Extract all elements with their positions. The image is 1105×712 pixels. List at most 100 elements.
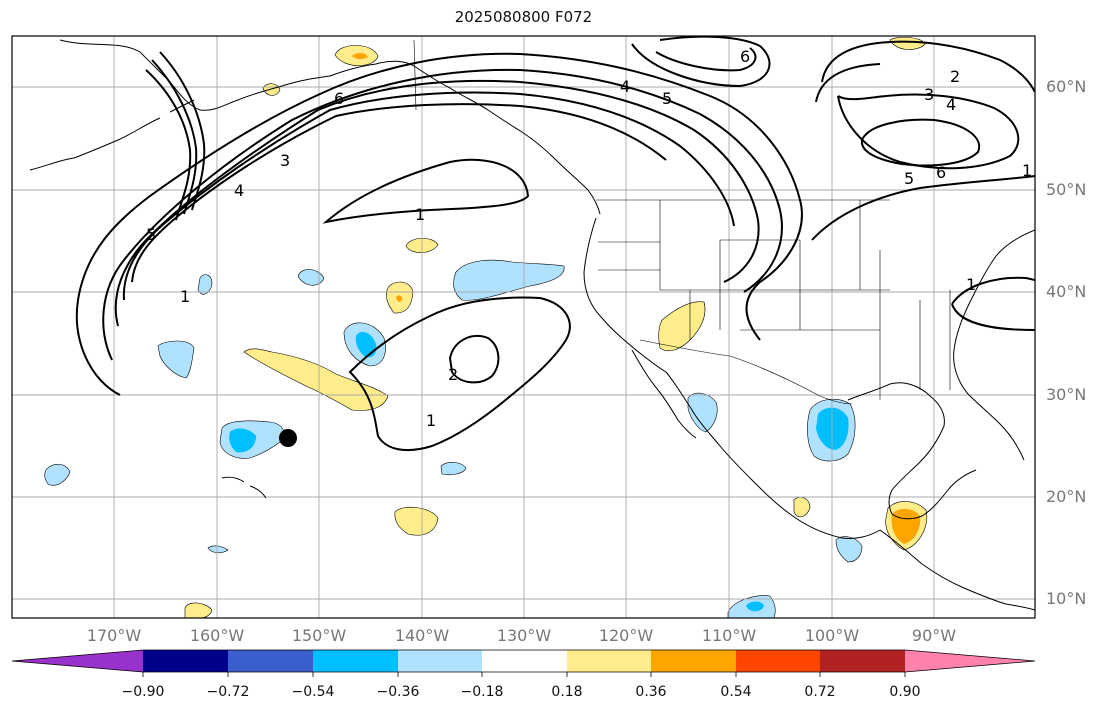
colorbar-tick-label: −0.36 bbox=[376, 684, 420, 700]
map-frame bbox=[11, 35, 1036, 619]
shade-lightblue bbox=[207, 545, 229, 554]
shade-lightblue bbox=[687, 392, 718, 433]
coast-central-america bbox=[879, 529, 1035, 611]
contour-label: 1 bbox=[180, 287, 190, 306]
coast-aleutians bbox=[29, 99, 195, 171]
contour-label: 6 bbox=[740, 47, 750, 66]
colorbar-segment bbox=[228, 650, 313, 672]
grid-lines bbox=[12, 36, 1035, 618]
contour-line bbox=[348, 296, 571, 452]
contour-line bbox=[131, 103, 667, 283]
lon-label: 130°W bbox=[496, 626, 552, 645]
contour-label: 1 bbox=[426, 411, 436, 430]
shade-yellow bbox=[793, 496, 811, 518]
contour-line bbox=[811, 175, 1035, 241]
contour-label: 1 bbox=[1022, 161, 1032, 180]
location-marker bbox=[279, 429, 297, 447]
shade-yellow bbox=[262, 83, 281, 96]
lat-label: 20°N bbox=[1046, 487, 1087, 506]
border-us-mexico bbox=[639, 339, 853, 405]
colorbar-segment bbox=[482, 650, 567, 672]
lat-label: 60°N bbox=[1046, 77, 1087, 96]
colorbar-tick-label: 0.18 bbox=[551, 684, 583, 700]
shade-lightblue bbox=[157, 340, 195, 379]
colorbar-tick-label: −0.72 bbox=[206, 684, 250, 700]
contour-line bbox=[837, 93, 1020, 170]
shade-lightblue bbox=[453, 259, 565, 301]
colorbar-segment bbox=[820, 650, 905, 672]
colorbar-tick-label: 0.90 bbox=[889, 684, 921, 700]
colorbar-segment bbox=[143, 650, 228, 672]
coast-hawaii bbox=[221, 476, 267, 499]
contour-line bbox=[75, 52, 803, 396]
lon-label: 100°W bbox=[804, 626, 860, 645]
shade-yellow bbox=[184, 602, 213, 618]
colorbar-tick-label: 0.72 bbox=[804, 684, 836, 700]
colorbar-segment bbox=[736, 650, 820, 672]
lon-label: 110°W bbox=[701, 626, 757, 645]
colorbar-tick-label: 0.36 bbox=[635, 684, 667, 700]
colorbar-arrow-low bbox=[12, 650, 143, 672]
contour-line bbox=[322, 158, 530, 224]
shade-lightblue bbox=[835, 536, 863, 563]
shade-lightblue bbox=[440, 462, 467, 476]
coastlines bbox=[29, 39, 1035, 611]
contour-line bbox=[951, 276, 1035, 331]
lon-label: 120°W bbox=[598, 626, 654, 645]
contours bbox=[75, 36, 1035, 452]
contour-line bbox=[145, 69, 192, 221]
shade-deepskyblue bbox=[746, 601, 764, 612]
coast-east bbox=[953, 229, 1035, 461]
lat-label: 50°N bbox=[1046, 180, 1087, 199]
shade-yellow bbox=[658, 301, 706, 352]
contour-label: 4 bbox=[620, 77, 630, 96]
shade-lightblue bbox=[297, 269, 325, 286]
contour-line bbox=[122, 91, 735, 301]
contour-line bbox=[815, 63, 881, 103]
contour-label: 4 bbox=[234, 181, 244, 200]
shade-orange bbox=[352, 53, 368, 60]
lon-label: 140°W bbox=[394, 626, 450, 645]
colorbar-tick-label: −0.54 bbox=[291, 684, 335, 700]
shaded-regions bbox=[44, 37, 928, 618]
coast-baja bbox=[631, 349, 697, 439]
colorbar-arrow-high bbox=[905, 650, 1035, 672]
state-lines bbox=[598, 200, 951, 400]
colorbar-tick-label: −0.18 bbox=[460, 684, 504, 700]
contour-label: 2 bbox=[950, 67, 960, 86]
contour-line bbox=[448, 335, 500, 384]
shade-deepskyblue bbox=[355, 331, 377, 358]
contour-label: 3 bbox=[924, 85, 934, 104]
contour-line bbox=[159, 51, 206, 211]
contour-label: 1 bbox=[966, 275, 976, 294]
contour-label: 6 bbox=[936, 163, 946, 182]
map-title: 2025080800 F072 bbox=[454, 8, 593, 26]
lat-label: 40°N bbox=[1046, 282, 1087, 301]
contour-label: 2 bbox=[448, 365, 458, 384]
shade-yellow bbox=[889, 37, 926, 50]
lon-label: 150°W bbox=[291, 626, 347, 645]
shade-deepskyblue bbox=[229, 428, 256, 453]
coast-west-us bbox=[583, 217, 881, 539]
contour-label: 5 bbox=[146, 225, 156, 244]
coast-gulf bbox=[847, 382, 977, 520]
shade-orange bbox=[396, 295, 403, 302]
colorbar-segment bbox=[567, 650, 651, 672]
contour-label: 6 bbox=[334, 89, 344, 108]
contour-line bbox=[631, 36, 771, 88]
colorbar-segment bbox=[398, 650, 482, 672]
contour-label: 5 bbox=[662, 89, 672, 108]
contour-label: 1 bbox=[415, 205, 425, 224]
contour-label: 4 bbox=[946, 95, 956, 114]
contour-line bbox=[102, 68, 783, 361]
colorbar-tick-label: 0.54 bbox=[720, 684, 752, 700]
contour-line bbox=[114, 79, 760, 327]
border-alaska bbox=[413, 39, 417, 111]
contour-line bbox=[655, 47, 757, 72]
contour-line bbox=[151, 59, 198, 215]
lat-label: 10°N bbox=[1046, 589, 1087, 608]
contour-label: 5 bbox=[904, 169, 914, 188]
contour-label: 3 bbox=[280, 151, 290, 170]
lat-label: 30°N bbox=[1046, 385, 1087, 404]
